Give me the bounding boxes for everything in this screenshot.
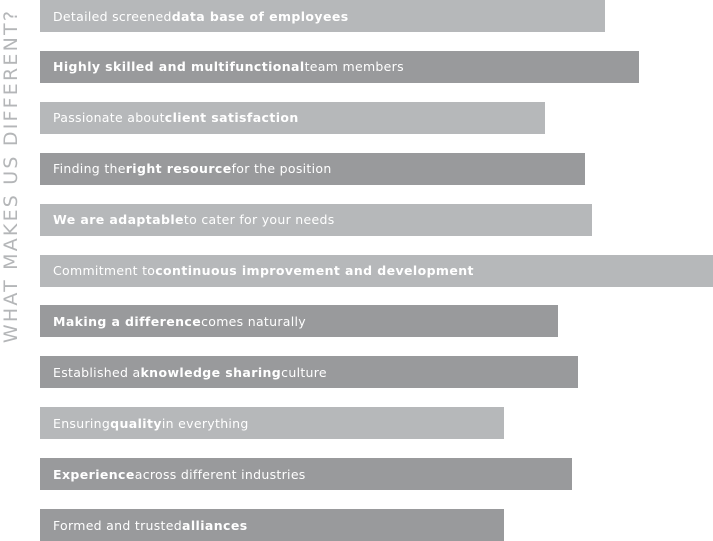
item-bold-text: Experience xyxy=(53,466,135,482)
list-item: Commitment to continuous improvement and… xyxy=(40,254,713,287)
item-bold-text: alliances xyxy=(181,517,248,533)
item-pre-text: Passionate about xyxy=(53,110,165,126)
item-pre-text: Detailed screened xyxy=(53,8,172,24)
item-bold-text: knowledge sharing xyxy=(140,364,282,380)
item-post-text: team members xyxy=(304,59,404,75)
item-pre-text: Formed and trusted xyxy=(53,517,182,533)
list-item: Ensuring quality in everything xyxy=(40,407,504,440)
list-item: Detailed screened data base of employees xyxy=(40,0,605,32)
list-item: Experience across different industries xyxy=(40,458,572,491)
item-bold-text: Highly skilled and multifunctional xyxy=(53,59,305,75)
list-item: Established a knowledge sharing culture xyxy=(40,356,578,389)
item-bold-text: right resource xyxy=(125,161,232,177)
item-bold-text: quality xyxy=(110,415,162,431)
item-bold-text: We are adaptable xyxy=(53,212,184,228)
list-item: We are adaptable to cater for your needs xyxy=(40,203,592,236)
list-item: Passionate about client satisfaction xyxy=(40,101,545,134)
item-post-text: comes naturally xyxy=(201,313,306,329)
item-bold-text: continuous improvement and development xyxy=(155,263,474,278)
item-bold-text: Making a difference xyxy=(53,313,202,329)
item-pre-text: Finding the xyxy=(53,161,126,177)
item-pre-text: Established a xyxy=(53,364,141,380)
item-post-text: culture xyxy=(281,364,327,380)
list-item: Making a difference comes naturally xyxy=(40,305,558,338)
item-bold-text: data base of employees xyxy=(171,8,349,24)
item-bold-text: client satisfaction xyxy=(164,110,299,126)
list-item: Highly skilled and multifunctional team … xyxy=(40,50,639,83)
item-post-text: across different industries xyxy=(134,466,306,482)
item-pre-text: Commitment to xyxy=(53,263,156,278)
item-post-text: to cater for your needs xyxy=(183,212,335,228)
list-item: Finding the right resource for the posit… xyxy=(40,152,585,185)
item-post-text: in everything xyxy=(161,415,249,431)
side-title: WHAT MAKES US DIFFERENT? xyxy=(0,0,22,541)
item-post-text: for the position xyxy=(231,161,332,177)
item-pre-text: Ensuring xyxy=(53,415,111,431)
side-title-text: WHAT MAKES US DIFFERENT? xyxy=(0,8,22,344)
list-item: Formed and trusted alliances xyxy=(40,509,504,541)
